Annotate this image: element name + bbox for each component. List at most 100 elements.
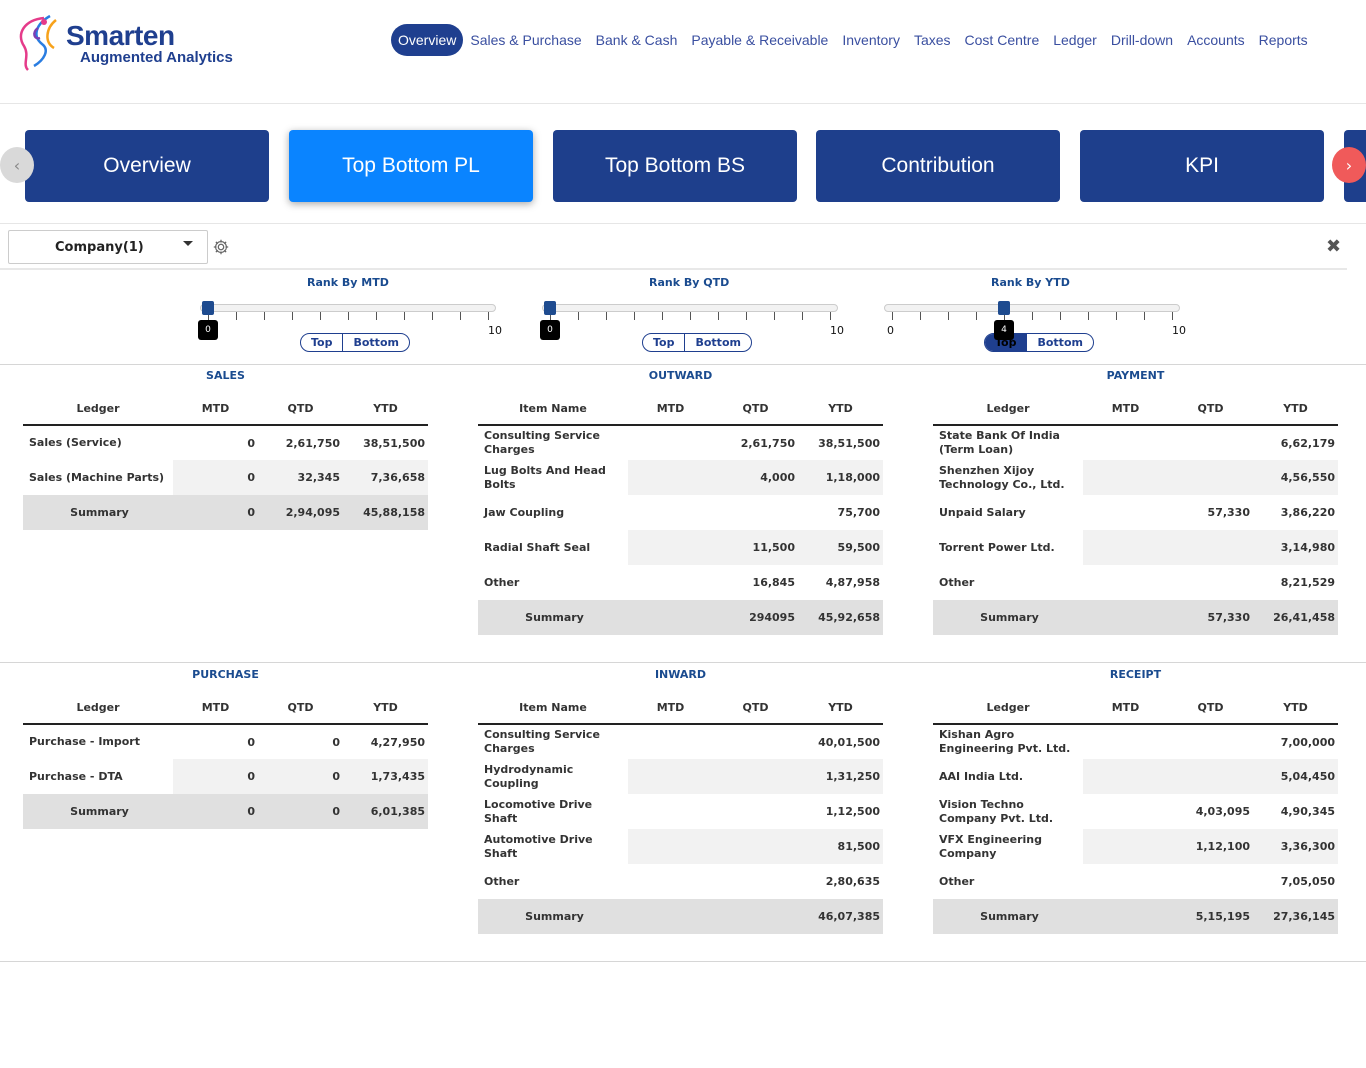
top-nav: Overview Sales & Purchase Bank & Cash Payab… bbox=[391, 23, 1315, 57]
table-row[interactable]: Other 7,05,050 bbox=[933, 864, 1338, 899]
nav-item-drill-down[interactable]: Drill-down bbox=[1110, 32, 1174, 48]
cell-ytd: 7,05,050 bbox=[1280, 875, 1335, 888]
column-header-qtd[interactable]: QTD bbox=[713, 692, 798, 725]
column-header-ytd[interactable]: YTD bbox=[343, 393, 428, 426]
company-dropdown[interactable]: Company(1) bbox=[8, 230, 208, 264]
tab-top-bottom-bs[interactable]: Top Bottom BS bbox=[553, 130, 797, 202]
column-header-item-name[interactable]: Item Name bbox=[478, 692, 628, 725]
table-row[interactable]: Purchase - DTA 0 0 1,73,435 bbox=[23, 759, 428, 794]
table-row[interactable]: Shenzhen Xijoy Technology Co., Ltd. 4,56,… bbox=[933, 460, 1338, 495]
table-row[interactable]: Lug Bolts And Head Bolts 4,000 1,18,000 bbox=[478, 460, 883, 495]
column-header-mtd[interactable]: MTD bbox=[628, 692, 713, 725]
close-icon[interactable]: ✖ bbox=[1326, 236, 1342, 257]
slider-tick bbox=[690, 312, 691, 320]
smarten-logo[interactable]: Smarten Augmented Analytics bbox=[14, 12, 244, 74]
slider-tick bbox=[550, 312, 551, 320]
slider-handle[interactable] bbox=[202, 301, 214, 315]
bottom-button[interactable]: Bottom bbox=[684, 334, 750, 351]
tab-kpi[interactable]: KPI bbox=[1080, 130, 1324, 202]
nav-item-overview[interactable]: Overview bbox=[391, 24, 464, 56]
column-header-ytd[interactable]: YTD bbox=[1253, 692, 1338, 725]
column-header-qtd[interactable]: QTD bbox=[258, 393, 343, 426]
column-header-mtd[interactable]: MTD bbox=[1083, 692, 1168, 725]
panel-purchase: PURCHASE Ledger MTD QTD YTD Purchase - Import… bbox=[23, 668, 428, 829]
column-header-ledger[interactable]: Ledger bbox=[933, 692, 1083, 725]
table-row[interactable]: Consulting Service Charges 40,01,500 bbox=[478, 724, 883, 759]
row-label: Sales (Service) bbox=[29, 436, 122, 449]
dashboard-carousel: Overview Top Bottom PL Top Bottom BS Con… bbox=[0, 104, 1366, 224]
bottom-button[interactable]: Bottom bbox=[342, 334, 408, 351]
table-row[interactable]: State Bank Of India (Term Loan) 6,62,179 bbox=[933, 425, 1338, 460]
table-row[interactable]: Vision Techno Company Pvt. Ltd. 4,03,095 4… bbox=[933, 794, 1338, 829]
bottom-button[interactable]: Bottom bbox=[1026, 334, 1092, 351]
table-row[interactable]: Locomotive Drive Shaft 1,12,500 bbox=[478, 794, 883, 829]
cell-ytd: 38,51,500 bbox=[363, 436, 425, 450]
slider-handle[interactable] bbox=[998, 301, 1010, 315]
top-button[interactable]: Top bbox=[653, 336, 675, 349]
table-row[interactable]: Torrent Power Ltd. 3,14,980 bbox=[933, 530, 1338, 565]
chevron-left-icon[interactable]: ‹ bbox=[0, 147, 34, 183]
nav-item-accounts[interactable]: Accounts bbox=[1187, 32, 1245, 48]
nav-item-bank-cash[interactable]: Bank & Cash bbox=[595, 32, 678, 48]
column-header-ytd[interactable]: YTD bbox=[343, 692, 428, 725]
slider-track[interactable] bbox=[884, 304, 1180, 312]
nav-item-inventory[interactable]: Inventory bbox=[842, 32, 900, 48]
row-label: Locomotive Drive Shaft bbox=[484, 797, 593, 825]
divider bbox=[0, 364, 1366, 365]
table-row[interactable]: Jaw Coupling 75,700 bbox=[478, 495, 883, 530]
nav-item-reports[interactable]: Reports bbox=[1258, 32, 1308, 48]
slider-handle[interactable] bbox=[544, 301, 556, 315]
cell-ytd: 3,14,980 bbox=[1253, 530, 1338, 565]
table-row[interactable]: Radial Shaft Seal 11,500 59,500 bbox=[478, 530, 883, 565]
table-row[interactable]: Purchase - Import 0 0 4,27,950 bbox=[23, 724, 428, 759]
gear-icon[interactable] bbox=[212, 238, 230, 256]
slider-tick bbox=[578, 312, 579, 320]
table-row[interactable]: Other 16,845 4,87,958 bbox=[478, 565, 883, 600]
cell-qtd: 16,845 bbox=[752, 576, 795, 589]
nav-item-sales-purchase[interactable]: Sales & Purchase bbox=[470, 32, 582, 48]
column-header-ytd[interactable]: YTD bbox=[798, 692, 883, 725]
table-row[interactable]: Sales (Machine Parts) 0 32,345 7,36,658 bbox=[23, 460, 428, 495]
table-row[interactable]: AAI India Ltd. 5,04,450 bbox=[933, 759, 1338, 794]
chevron-right-icon[interactable]: › bbox=[1332, 147, 1366, 183]
table-row[interactable]: VFX Engineering Company 1,12,100 3,36,300 bbox=[933, 829, 1338, 864]
slider-track[interactable] bbox=[542, 304, 838, 312]
slider-tick bbox=[264, 312, 265, 320]
column-header-qtd[interactable]: QTD bbox=[1168, 393, 1253, 426]
column-header-ledger[interactable]: Ledger bbox=[23, 692, 173, 725]
column-header-qtd[interactable]: QTD bbox=[1168, 692, 1253, 725]
column-header-mtd[interactable]: MTD bbox=[173, 393, 258, 426]
slider-tick bbox=[1032, 312, 1033, 320]
column-header-ledger[interactable]: Ledger bbox=[933, 393, 1083, 426]
nav-item-taxes[interactable]: Taxes bbox=[913, 32, 951, 48]
table-row[interactable]: Consulting Service Charges 2,61,750 38,51,… bbox=[478, 425, 883, 460]
slider-tick bbox=[606, 312, 607, 320]
tab-overview[interactable]: Overview bbox=[25, 130, 269, 202]
nav-item-payable-receivable[interactable]: Payable & Receivable bbox=[691, 32, 829, 48]
table-row[interactable]: Other 8,21,529 bbox=[933, 565, 1338, 600]
column-header-ytd[interactable]: YTD bbox=[798, 393, 883, 426]
top-button[interactable]: Top bbox=[311, 336, 333, 349]
column-header-mtd[interactable]: MTD bbox=[628, 393, 713, 426]
nav-item-cost-centre[interactable]: Cost Centre bbox=[964, 32, 1040, 48]
cell-qtd: 32,345 bbox=[258, 460, 343, 495]
table-row[interactable]: Hydrodynamic Coupling 1,31,250 bbox=[478, 759, 883, 794]
nav-item-ledger[interactable]: Ledger bbox=[1053, 32, 1097, 48]
column-header-mtd[interactable]: MTD bbox=[1083, 393, 1168, 426]
table-row[interactable]: Automotive Drive Shaft 81,500 bbox=[478, 829, 883, 864]
tab-contribution[interactable]: Contribution bbox=[816, 130, 1060, 202]
column-header-ytd[interactable]: YTD bbox=[1253, 393, 1338, 426]
table-row[interactable]: Unpaid Salary 57,330 3,86,220 bbox=[933, 495, 1338, 530]
table-row[interactable]: Sales (Service) 0 2,61,750 38,51,500 bbox=[23, 425, 428, 460]
column-header-mtd[interactable]: MTD bbox=[173, 692, 258, 725]
column-header-item-name[interactable]: Item Name bbox=[478, 393, 628, 426]
column-header-qtd[interactable]: QTD bbox=[258, 692, 343, 725]
column-header-ledger[interactable]: Ledger bbox=[23, 393, 173, 426]
column-header-qtd[interactable]: QTD bbox=[713, 393, 798, 426]
summary-label: Summary bbox=[23, 495, 173, 530]
table-row[interactable]: Kishan Agro Engineering Pvt. Ltd. 7,00,00… bbox=[933, 724, 1338, 759]
table-row[interactable]: Other 2,80,635 bbox=[478, 864, 883, 899]
summary-row: Summary 0 2,94,095 45,88,158 bbox=[23, 495, 428, 530]
tab-top-bottom-pl[interactable]: Top Bottom PL bbox=[289, 130, 533, 202]
slider-track[interactable] bbox=[200, 304, 496, 312]
